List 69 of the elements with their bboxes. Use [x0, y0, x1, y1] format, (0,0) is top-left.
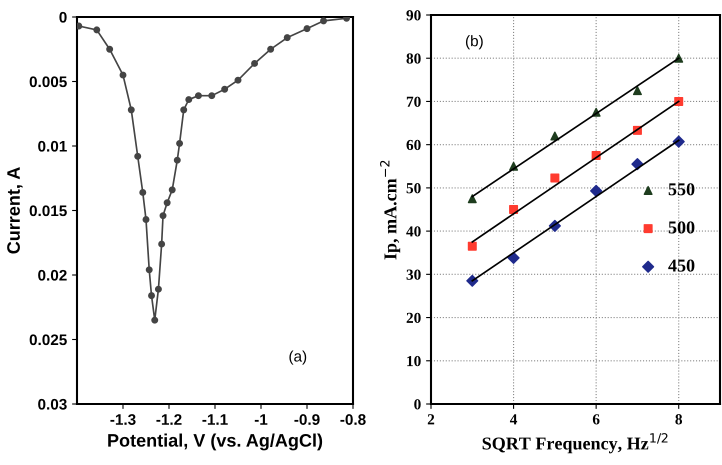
point [148, 292, 155, 300]
point [158, 240, 166, 248]
point [168, 186, 176, 194]
point [632, 86, 642, 96]
point [160, 212, 166, 220]
y-tick-label: 70 [406, 96, 421, 107]
point [507, 252, 520, 264]
point [93, 26, 100, 34]
y-tick-label: 0 [59, 12, 67, 23]
legend-label: 500 [668, 221, 694, 234]
legend-label: 550 [668, 183, 694, 196]
y-axis-title: Current, A [7, 167, 23, 254]
y-tick-label: 0.01 [38, 140, 67, 152]
y-tick-label: 10 [407, 356, 421, 366]
x-axis-title: SQRT Frequency, Hz$^{1/2}$ [482, 433, 668, 454]
y-axis-title: Ip, mA.cm$^{−2}$ [380, 160, 400, 260]
point [550, 173, 560, 182]
x-tick-label: -0.9 [294, 414, 320, 425]
x-tick-label: 8 [675, 414, 682, 424]
y-tick-label: 80 [406, 53, 421, 64]
y-tick-label: 30 [406, 269, 421, 280]
point [139, 188, 146, 196]
point [164, 199, 171, 206]
point [176, 140, 184, 147]
y-tick-label: 0.015 [30, 205, 67, 216]
point [267, 46, 274, 53]
y-tick-label: 50 [406, 183, 421, 194]
point [468, 242, 477, 251]
x-tick-label: -0.8 [340, 414, 366, 425]
x-axis-title: Potential, V (vs. Ag/AgCl) [108, 434, 322, 450]
point [234, 76, 242, 84]
point [128, 106, 135, 114]
y-tick-label: 90 [406, 10, 421, 20]
point [194, 92, 202, 100]
x-tick-label: -1.1 [202, 414, 228, 425]
y-tick-label: 20 [406, 312, 421, 324]
point [590, 184, 602, 197]
y-tick-label: 40 [406, 226, 421, 237]
point [180, 106, 188, 114]
annotation: (a) [289, 350, 306, 365]
point [251, 60, 258, 67]
y-tick-label: 0 [414, 399, 421, 410]
point [185, 96, 192, 104]
x-tick-label: -1.2 [156, 414, 182, 425]
point [154, 286, 162, 293]
y-tick-label: 60 [406, 140, 421, 150]
point [142, 216, 150, 224]
point [151, 316, 158, 324]
point [284, 34, 291, 42]
x-tick-label: 2 [428, 414, 434, 424]
y-tick-label: 0.005 [30, 76, 67, 88]
point [320, 17, 328, 24]
point [120, 72, 126, 79]
point [221, 86, 228, 93]
x-tick-label: -1.3 [110, 414, 136, 425]
point [208, 92, 216, 100]
x-tick-label: 4 [510, 414, 518, 424]
annotation: (b) [466, 35, 483, 50]
y-tick-label: 0.025 [30, 334, 67, 346]
x-tick-label: 6 [592, 414, 600, 424]
y-tick-label: 0.03 [38, 398, 67, 410]
legend-label: 450 [668, 259, 694, 272]
point [304, 25, 310, 32]
point [134, 152, 142, 160]
point [146, 266, 153, 274]
y-tick-label: 0.02 [38, 270, 67, 281]
point [174, 156, 181, 164]
point [106, 46, 114, 53]
x-tick-label: -1 [254, 414, 268, 425]
